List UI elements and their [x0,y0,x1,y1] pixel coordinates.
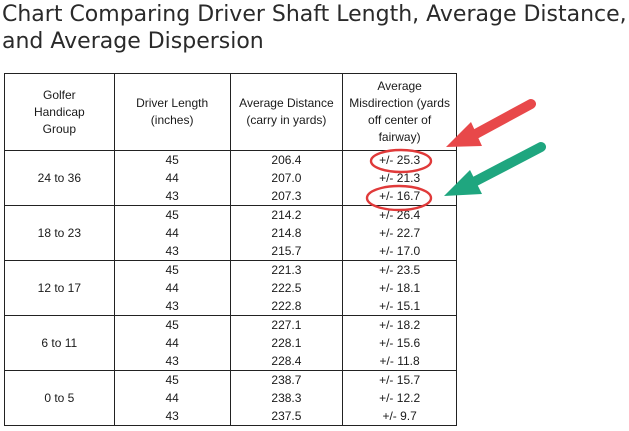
distance-value: 222.8 [271,299,302,313]
misdirection-value: +/- 11.8 [379,354,420,368]
length-column: 45 44 43 [113,370,231,426]
distance-value: 207.0 [271,171,302,185]
length-value: 45 [165,263,179,277]
length-value: 43 [165,409,179,423]
misdirection-value: +/- 15.1 [379,299,421,313]
handicap-group-cell: 18 to 23 [4,205,115,261]
length-value: 44 [165,391,179,405]
distance-column: 214.2 214.8 215.7 [229,205,344,261]
comparison-table-wrapper: Golfer Handicap Group Driver Length (inc… [4,73,457,426]
distance-value: 238.3 [271,391,302,405]
length-column: 45 44 43 [113,150,231,206]
length-value: 45 [165,208,179,222]
misdirection-value: +/- 17.0 [379,244,421,258]
length-value: 44 [165,171,179,185]
length-value: 44 [165,226,179,240]
distance-value: 238.7 [271,373,302,387]
distance-value: 221.3 [271,263,302,277]
handicap-group-cell: 6 to 11 [4,315,115,371]
misdirection-value: +/- 15.7 [379,373,421,387]
green-arrow-icon [444,142,546,196]
title-line-1: Chart Comparing Driver Shaft Length, Ave… [2,2,627,27]
header-average-misdirection: Average Misdirection (yards off center o… [342,73,457,151]
length-value: 43 [165,189,179,203]
length-value: 43 [165,299,179,313]
header-handicap-group: Golfer Handicap Group [4,73,115,151]
misdirection-value: +/- 21.3 [379,171,421,185]
length-column: 45 44 43 [113,205,231,261]
length-value: 44 [165,281,179,295]
misdirection-value: +/- 22.7 [379,226,421,240]
misdirection-value: +/- 18.2 [379,318,421,332]
length-column: 45 44 43 [113,260,231,316]
misdirection-value: +/- 23.5 [379,263,421,277]
distance-column: 238.7 238.3 237.5 [229,370,344,426]
distance-value: 207.3 [271,189,302,203]
distance-value: 227.1 [271,318,302,332]
distance-value: 214.8 [271,226,302,240]
handicap-group-cell: 12 to 17 [4,260,115,316]
misdirection-column: +/- 18.2 +/- 15.6 +/- 11.8 [342,315,457,371]
distance-value: 214.2 [271,208,302,222]
length-column: 45 44 43 [113,315,231,371]
table-row: 24 to 36 45 44 43 206.4 207.0 207.3 +/- 25.3 +/-… [4,150,457,206]
table-row: 0 to 5 45 44 43 238.7 238.3 237.5 +/- 15.7 +/- 1… [4,370,457,426]
misdirection-column: +/- 26.4 +/- 22.7 +/- 17.0 [342,205,457,261]
misdirection-value: +/- 26.4 [379,208,421,222]
distance-column: 227.1 228.1 228.4 [229,315,344,371]
misdirection-value: +/- 16.7 [379,189,421,203]
header-average-distance: Average Distance (carry in yards) [229,73,344,151]
title-line-2: and Average Dispersion [2,29,264,54]
distance-value: 228.4 [271,354,302,368]
distance-column: 221.3 222.5 222.8 [229,260,344,316]
header-driver-length: Driver Length (inches) [113,73,231,151]
handicap-group-cell: 0 to 5 [4,370,115,426]
misdirection-value: +/- 18.1 [379,281,421,295]
length-value: 45 [165,373,179,387]
misdirection-column: +/- 23.5 +/- 18.1 +/- 15.1 [342,260,457,316]
misdirection-column: +/- 15.7 +/- 12.2 +/- 9.7 [342,370,457,426]
distance-column: 206.4 207.0 207.3 [229,150,344,206]
misdirection-column: +/- 25.3 +/- 21.3 +/- 16.7 [342,150,457,206]
length-value: 43 [165,244,179,258]
misdirection-value: +/- 9.7 [382,409,417,423]
handicap-group-cell: 24 to 36 [4,150,115,206]
header-row: Golfer Handicap Group Driver Length (inc… [4,73,457,151]
length-value: 44 [165,336,179,350]
misdirection-value: +/- 12.2 [379,391,421,405]
distance-value: 228.1 [271,336,302,350]
misdirection-value: +/- 15.6 [379,336,421,350]
length-value: 43 [165,354,179,368]
misdirection-value: +/- 25.3 [379,153,421,167]
length-value: 45 [165,318,179,332]
distance-value: 215.7 [271,244,302,258]
red-arrow-icon [446,99,536,147]
comparison-table: Golfer Handicap Group Driver Length (inc… [4,73,457,426]
page-title: Chart Comparing Driver Shaft Length, Ave… [2,1,627,55]
distance-value: 206.4 [271,153,302,167]
table-row: 6 to 11 45 44 43 227.1 228.1 228.4 +/- 18.2 +/- … [4,315,457,371]
table-row: 18 to 23 45 44 43 214.2 214.8 215.7 +/- 26.4 +/-… [4,205,457,261]
table-row: 12 to 17 45 44 43 221.3 222.5 222.8 +/- 23.5 +/-… [4,260,457,316]
length-value: 45 [165,153,179,167]
distance-value: 237.5 [271,409,302,423]
distance-value: 222.5 [271,281,302,295]
